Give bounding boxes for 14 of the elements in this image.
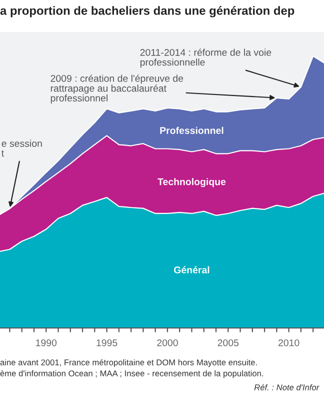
text: aine avant 2001, France métropolitaine et DOM hors Mayotte ensuite. <box>0 359 257 367</box>
x-tick-label: 2005 <box>218 339 239 346</box>
annotation: e session t <box>2 140 42 157</box>
x-tick-label: 1995 <box>96 339 118 346</box>
annotation: 2011-2014 : réforme de la voie professionnelle <box>140 48 272 68</box>
x-tick-label: 2000 <box>157 339 178 346</box>
chart-title: a proportion de bacheliers dans une génération dep <box>0 6 294 18</box>
x-tick-label: 1990 <box>36 339 57 346</box>
text: Réf. : Note d'Infor <box>254 384 320 390</box>
text: ème d'information Ocean ; MAA ; Insee - recensement de la population. <box>0 370 264 378</box>
series-label: Technologique <box>158 178 226 188</box>
x-tick-label: 2010 <box>278 339 300 346</box>
series-label: Professionnel <box>160 126 224 134</box>
annotation: 2009 : création de l'épreuve de rattrapage au baccalauréat professionnel <box>50 74 184 104</box>
